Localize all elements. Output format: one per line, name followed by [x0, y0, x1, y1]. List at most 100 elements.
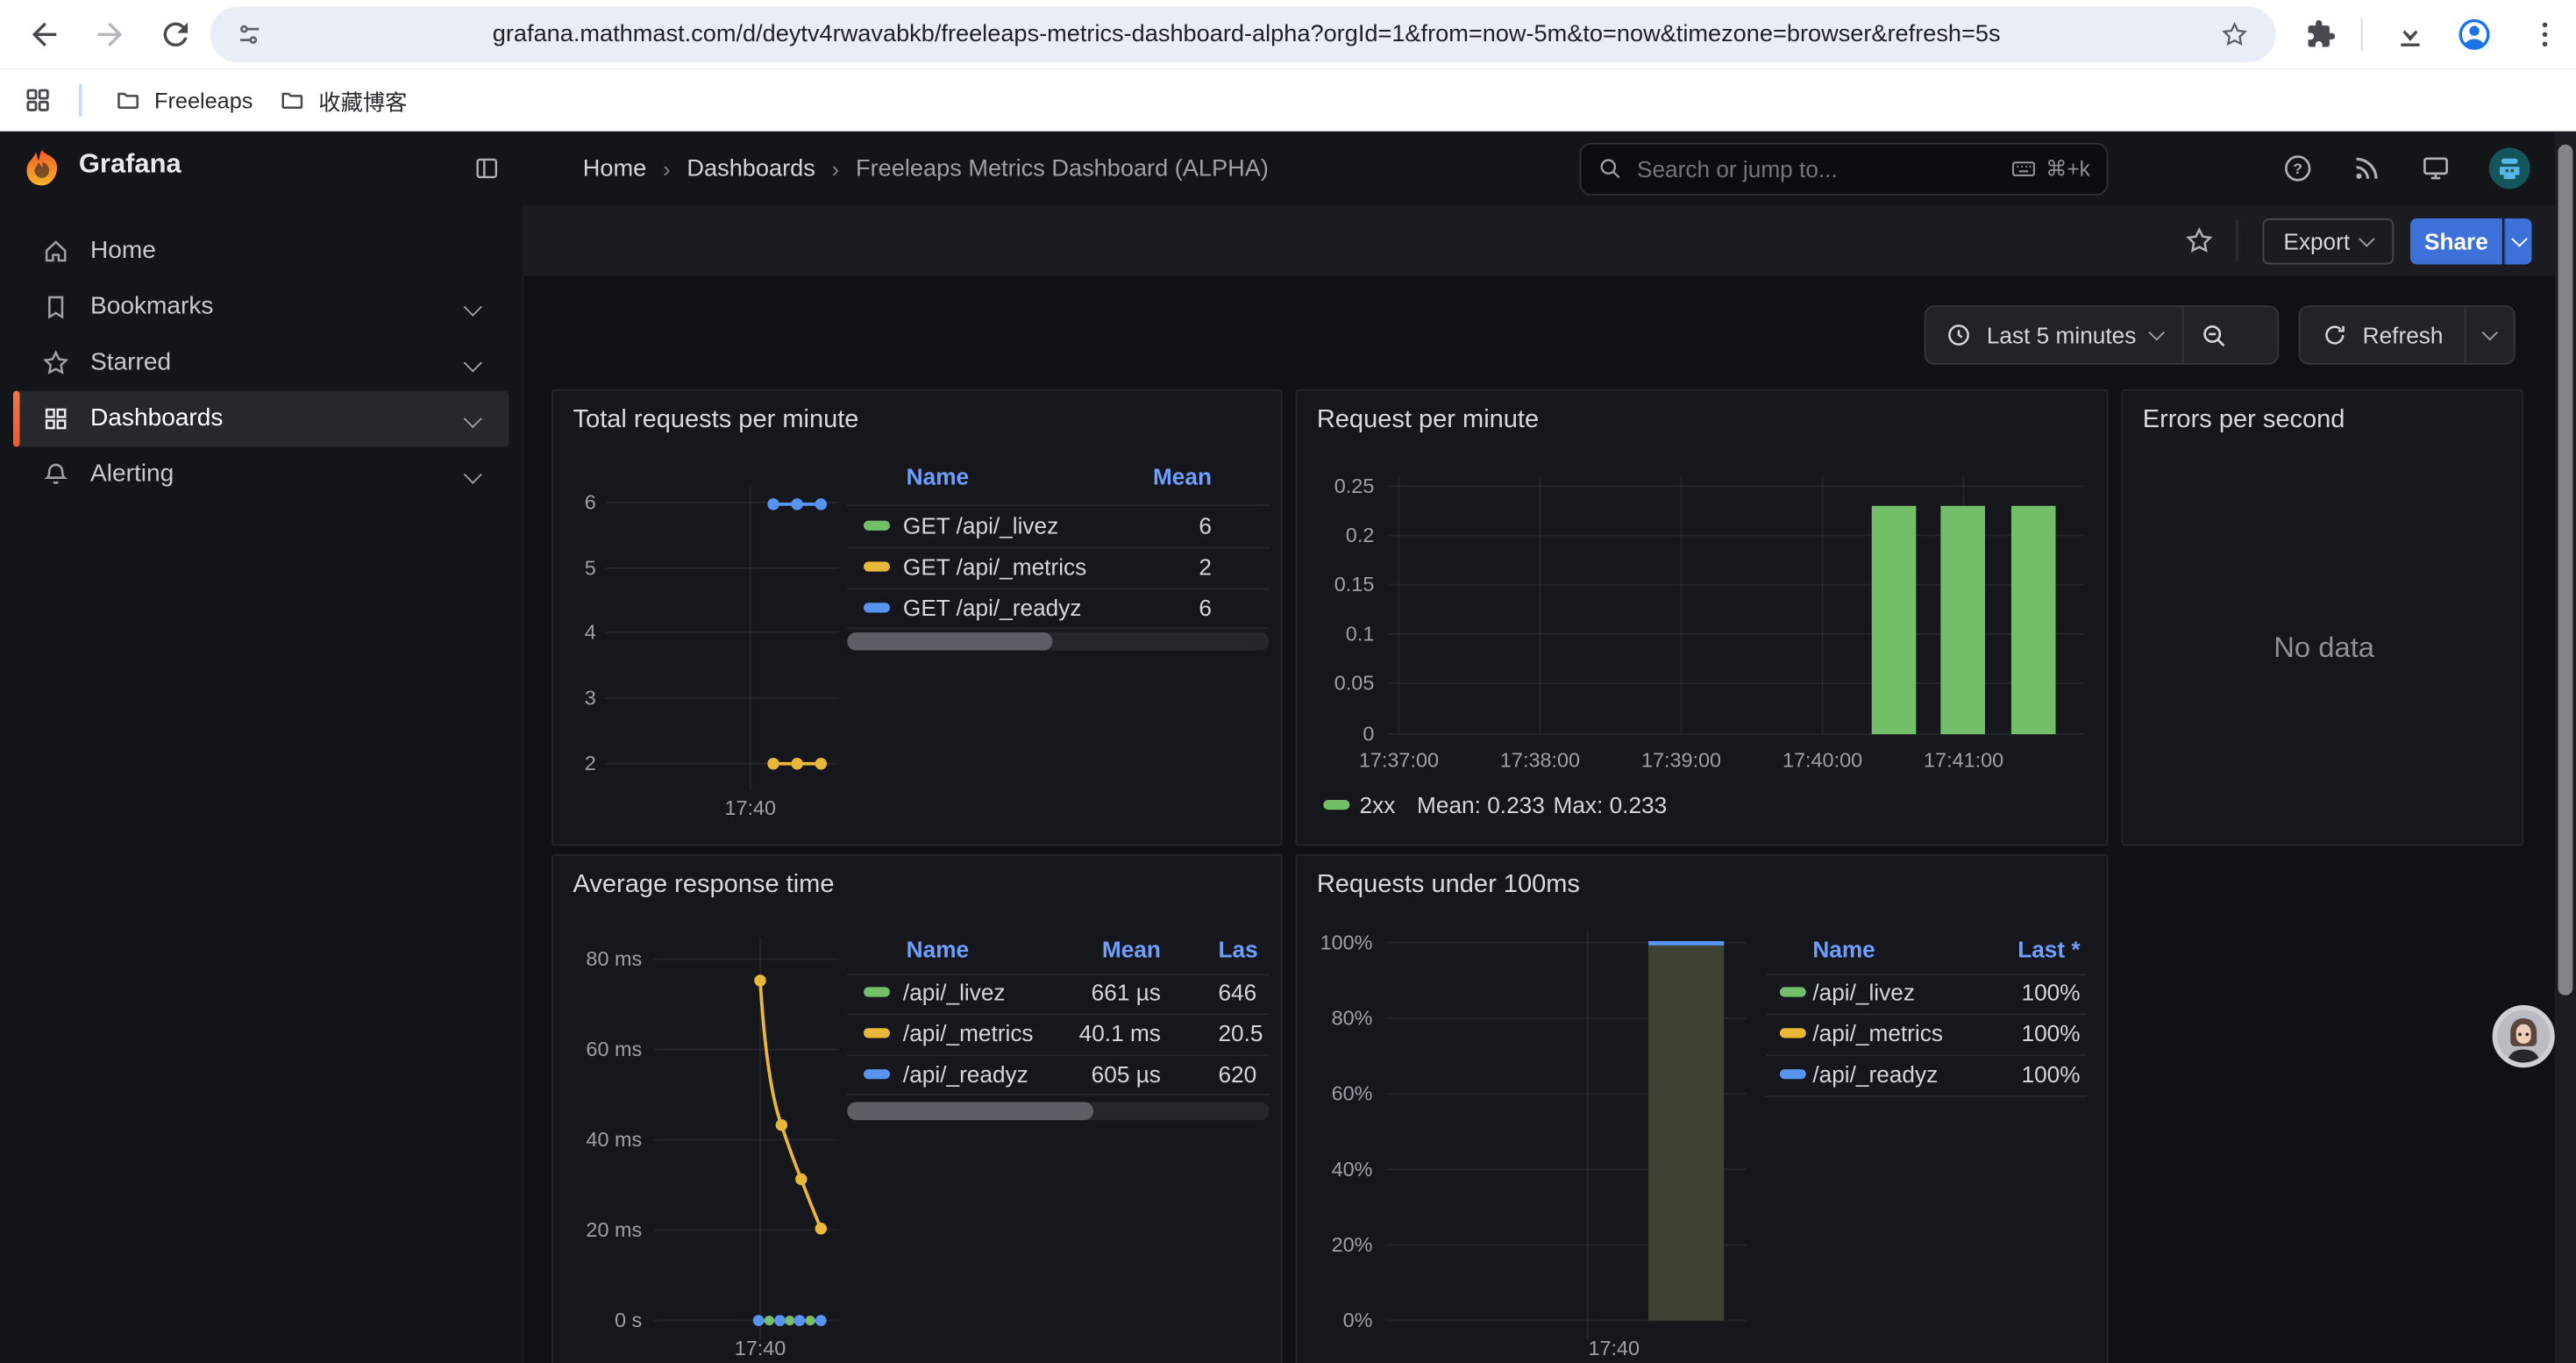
bar-chart	[1385, 929, 1747, 1341]
sidebar-item-home[interactable]: Home	[13, 224, 509, 280]
series-name[interactable]: /api/_metrics	[902, 1019, 1034, 1046]
search-input[interactable]	[1633, 144, 1953, 194]
news-rss-icon[interactable]	[2352, 153, 2383, 184]
downloads-icon[interactable]	[2394, 18, 2426, 51]
panel-average-response-time[interactable]: Average response time 80 ms 60 ms 40 ms …	[551, 853, 1283, 1363]
user-avatar[interactable]	[2488, 147, 2530, 189]
legend-table: Name Last * /api/_livez 100% /api/_metri…	[1766, 930, 2088, 1118]
chevron-down-icon	[2510, 231, 2527, 247]
time-range-picker[interactable]: Last 5 minutes	[1926, 307, 2182, 363]
series-color-dash[interactable]	[863, 520, 890, 531]
panel-request-per-minute[interactable]: Request per minute 0.25 0.2 0.15 0.1 0.0…	[1295, 389, 2109, 846]
legend-col-name[interactable]: Name	[1812, 936, 1875, 963]
legend-col-name[interactable]: Name	[906, 936, 970, 963]
legend-col-mean[interactable]: Mean	[1101, 936, 1161, 963]
sidebar-item-bookmarks[interactable]: Bookmarks	[13, 279, 509, 335]
series-name[interactable]: GET /api/_readyz	[902, 594, 1082, 621]
x-tick: 17:40	[724, 796, 777, 820]
share-menu-button[interactable]	[2503, 218, 2532, 265]
bar-chart	[1389, 476, 2084, 735]
profile-icon[interactable]	[2456, 17, 2492, 53]
series-last: 100%	[2021, 979, 2081, 1006]
panel-title[interactable]: Average response time	[573, 870, 835, 899]
forward-icon[interactable]	[92, 17, 128, 53]
sidebar-item-starred[interactable]: Starred	[13, 335, 509, 391]
refresh-label: Refresh	[2362, 322, 2444, 348]
refresh-group: Refresh	[2298, 305, 2516, 365]
back-icon[interactable]	[26, 17, 62, 53]
reload-icon[interactable]	[158, 17, 194, 53]
bookmark-icon	[41, 292, 71, 322]
legend-col-last[interactable]: Last *	[2017, 936, 2081, 963]
bookmark-star-icon[interactable]	[2220, 19, 2250, 49]
folder-icon	[279, 87, 305, 113]
chevron-down-icon	[2359, 231, 2376, 247]
bookmark-folder-freeleaps[interactable]: Freeleaps	[102, 79, 266, 122]
series-color-dash[interactable]	[863, 1069, 890, 1080]
y-tick: 20 ms	[586, 1218, 643, 1242]
sidebar-item-dashboards[interactable]: Dashboards	[12, 390, 509, 447]
series-color-dash[interactable]	[1779, 987, 1806, 997]
panel-title[interactable]: Request per minute	[1316, 405, 1540, 434]
chevron-down-icon[interactable]	[463, 297, 482, 317]
panel-requests-under-100ms[interactable]: Requests under 100ms 100% 80% 60% 40% 20…	[1295, 853, 2109, 1363]
series-name[interactable]: /api/_readyz	[902, 1060, 1028, 1088]
bookmark-label: Freeleaps	[154, 88, 253, 113]
legend-scrollbar[interactable]	[847, 632, 1270, 651]
favorite-star-icon[interactable]	[2184, 225, 2216, 257]
apps-grid-icon[interactable]	[23, 85, 53, 115]
export-button[interactable]: Export	[2262, 218, 2395, 265]
chevron-down-icon[interactable]	[463, 409, 482, 429]
series-name[interactable]: GET /api/_livez	[902, 512, 1059, 539]
refresh-interval-button[interactable]	[2466, 307, 2514, 363]
site-settings-icon[interactable]	[237, 21, 263, 47]
floating-assistant-avatar[interactable]	[2492, 1005, 2555, 1068]
series-name[interactable]: GET /api/_metrics	[902, 553, 1087, 581]
dock-sidebar-icon[interactable]	[473, 154, 501, 182]
series-color-dash[interactable]	[1779, 1069, 1806, 1080]
panel-title[interactable]: Total requests per minute	[573, 405, 859, 434]
chevron-down-icon[interactable]	[463, 465, 482, 484]
page-scrollbar-thumb[interactable]	[2558, 144, 2573, 995]
legend-scrollbar-thumb[interactable]	[847, 632, 1053, 651]
y-tick: 100%	[1320, 931, 1373, 954]
zoom-out-button[interactable]	[2184, 307, 2245, 363]
series-name[interactable]: /api/_readyz	[1812, 1060, 1939, 1088]
series-color-dash[interactable]	[863, 987, 890, 997]
extensions-icon[interactable]	[2305, 18, 2338, 51]
legend-col-name[interactable]: Name	[906, 463, 970, 490]
search-box[interactable]: ⌘+k	[1579, 142, 2109, 196]
grafana-logo[interactable]	[21, 148, 62, 189]
url-text[interactable]: grafana.mathmast.com/d/deytv4rwavabkb/fr…	[492, 21, 2001, 48]
panel-title[interactable]: Errors per second	[2142, 405, 2345, 434]
series-color-dash[interactable]	[863, 603, 890, 613]
monitor-icon[interactable]	[2420, 153, 2451, 184]
legend-col-mean[interactable]: Mean	[1152, 463, 1212, 490]
share-button[interactable]: Share	[2409, 218, 2502, 265]
series-color-dash[interactable]	[863, 1028, 890, 1038]
legend-series-name[interactable]: 2xx	[1359, 791, 1396, 818]
chevron-down-icon[interactable]	[463, 353, 482, 373]
series-color-dash[interactable]	[1779, 1028, 1806, 1038]
panel-errors-per-second[interactable]: Errors per second No data	[2121, 389, 2524, 846]
panel-total-requests-per-minute[interactable]: Total requests per minute 6 5 4 3 2 17:4…	[551, 389, 1283, 846]
panel-title[interactable]: Requests under 100ms	[1316, 870, 1580, 899]
legend-col-last[interactable]: Las	[1218, 936, 1258, 963]
series-color-dash[interactable]	[1323, 799, 1350, 810]
menu-dots-icon[interactable]	[2529, 18, 2561, 51]
breadcrumb-home[interactable]: Home	[582, 154, 647, 182]
breadcrumb-dashboards[interactable]: Dashboards	[687, 154, 815, 182]
refresh-button[interactable]: Refresh	[2301, 307, 2465, 363]
series-name[interactable]: /api/_livez	[1812, 979, 1915, 1006]
series-mean: 605 µs	[1091, 1060, 1161, 1088]
legend-table: Name Mean GET /api/_livez 6 GET /api/_me…	[847, 463, 1270, 660]
series-name[interactable]: /api/_livez	[902, 979, 1006, 1006]
series-color-dash[interactable]	[863, 561, 890, 572]
series-name[interactable]: /api/_metrics	[1812, 1019, 1943, 1046]
legend-scrollbar[interactable]	[847, 1102, 1270, 1121]
help-icon[interactable]: ?	[2282, 153, 2314, 184]
bookmark-folder-blogs[interactable]: 收藏博客	[266, 79, 420, 122]
legend-scrollbar-thumb[interactable]	[847, 1102, 1094, 1121]
url-bar[interactable]: grafana.mathmast.com/d/deytv4rwavabkb/fr…	[210, 6, 2276, 63]
sidebar-item-alerting[interactable]: Alerting	[13, 446, 509, 503]
